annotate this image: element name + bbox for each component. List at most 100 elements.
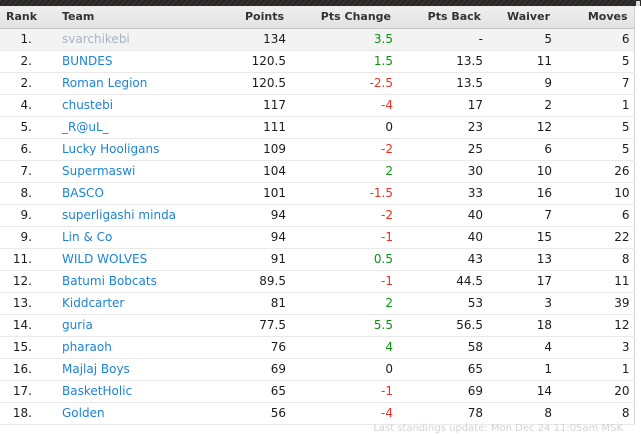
window-top-bar [0,0,641,6]
points-cell: 69 [230,358,290,381]
waiver-cell: 9 [487,72,556,95]
points-cell: 111 [230,116,290,139]
col-header-pts-back: Pts Back [397,6,487,29]
moves-cell: 5 [556,138,634,161]
waiver-cell: 12 [487,116,556,139]
team-cell: Kiddcarter [45,292,230,315]
pts-back-cell: 78 [397,402,487,425]
team-cell: guria [45,314,230,337]
waiver-cell: 13 [487,248,556,271]
team-link[interactable]: Supermaswi [62,164,136,178]
pts-back-cell: 40 [397,226,487,249]
table-row: 15. pharaoh 76 4 58 4 3 [0,336,634,359]
waiver-cell: 11 [487,50,556,73]
points-cell: 65 [230,380,290,403]
top-bar-notch [636,1,640,6]
team-link[interactable]: pharaoh [62,340,112,354]
waiver-cell: 14 [487,380,556,403]
rank-cell: 6. [0,138,45,161]
pts-change-cell: -2 [290,138,397,161]
pts-back-cell: 17 [397,94,487,117]
table-row: 1. svarchikebi 134 3.5 - 5 6 [0,28,634,51]
team-cell: Majlaj Boys [45,358,230,381]
table-row: 17. BasketHolic 65 -1 69 14 20 [0,380,634,403]
pts-back-cell: 23 [397,116,487,139]
table-row: 8. BASCO 101 -1.5 33 16 10 [0,182,634,205]
points-cell: 104 [230,160,290,183]
pts-back-cell: 13.5 [397,50,487,73]
waiver-cell: 16 [487,182,556,205]
rank-cell: 9. [0,226,45,249]
col-header-pts-change: Pts Change [290,6,397,29]
team-cell: Golden [45,402,230,425]
table-row: 18. Golden 56 -4 78 8 8 [0,402,634,425]
team-link[interactable]: WILD WOLVES [62,252,148,266]
team-cell: pharaoh [45,336,230,359]
moves-cell: 5 [556,116,634,139]
col-header-moves: Moves [556,6,634,29]
pts-back-cell: 40 [397,204,487,227]
moves-cell: 5 [556,50,634,73]
points-cell: 81 [230,292,290,315]
waiver-cell: 18 [487,314,556,337]
team-link: svarchikebi [62,32,130,46]
team-link[interactable]: Majlaj Boys [62,362,130,376]
pts-back-cell: 56.5 [397,314,487,337]
waiver-cell: 6 [487,138,556,161]
rank-cell: 7. [0,160,45,183]
pts-change-cell: -2 [290,204,397,227]
points-cell: 77.5 [230,314,290,337]
team-link[interactable]: BUNDES [62,54,113,68]
team-link[interactable]: Kiddcarter [62,296,125,310]
team-link[interactable]: chustebi [62,98,114,112]
col-header-waiver: Waiver [487,6,556,29]
team-link[interactable]: superligashi minda [62,208,177,222]
rank-cell: 12. [0,270,45,293]
moves-cell: 1 [556,94,634,117]
table-row: 13. Kiddcarter 81 2 53 3 39 [0,292,634,315]
pts-back-cell: 33 [397,182,487,205]
team-cell: WILD WOLVES [45,248,230,271]
points-cell: 134 [230,28,290,51]
team-cell: BUNDES [45,50,230,73]
team-cell: BasketHolic [45,380,230,403]
team-link[interactable]: Batumi Bobcats [62,274,157,288]
team-cell: superligashi minda [45,204,230,227]
team-link[interactable]: _R@uL_ [62,120,109,134]
points-cell: 76 [230,336,290,359]
rank-cell: 11. [0,248,45,271]
pts-change-cell: 3.5 [290,28,397,51]
moves-cell: 1 [556,358,634,381]
team-link[interactable]: Lucky Hooligans [62,142,160,156]
points-cell: 91 [230,248,290,271]
pts-change-cell: 1.5 [290,50,397,73]
moves-cell: 8 [556,248,634,271]
pts-change-cell: -2.5 [290,72,397,95]
team-cell: Batumi Bobcats [45,270,230,293]
pts-back-cell: 30 [397,160,487,183]
standings-header: Rank Team Points Pts Change Pts Back Wai… [0,6,634,29]
table-row: 7. Supermaswi 104 2 30 10 26 [0,160,634,183]
waiver-cell: 1 [487,358,556,381]
table-row: 14. guria 77.5 5.5 56.5 18 12 [0,314,634,337]
team-link[interactable]: Golden [62,406,105,420]
pts-back-cell: 13.5 [397,72,487,95]
pts-change-cell: 5.5 [290,314,397,337]
waiver-cell: 2 [487,94,556,117]
pts-back-cell: 43 [397,248,487,271]
team-link[interactable]: Roman Legion [62,76,148,90]
moves-cell: 8 [556,402,634,425]
team-link[interactable]: guria [62,318,93,332]
points-cell: 94 [230,204,290,227]
moves-cell: 11 [556,270,634,293]
team-link[interactable]: Lin & Co [62,230,113,244]
team-link[interactable]: BasketHolic [62,384,133,398]
team-link[interactable]: BASCO [62,186,104,200]
pts-back-cell: 58 [397,336,487,359]
waiver-cell: 17 [487,270,556,293]
points-cell: 56 [230,402,290,425]
team-cell: svarchikebi [45,28,230,51]
pts-change-cell: 2 [290,160,397,183]
pts-change-cell: 0 [290,358,397,381]
team-cell: chustebi [45,94,230,117]
